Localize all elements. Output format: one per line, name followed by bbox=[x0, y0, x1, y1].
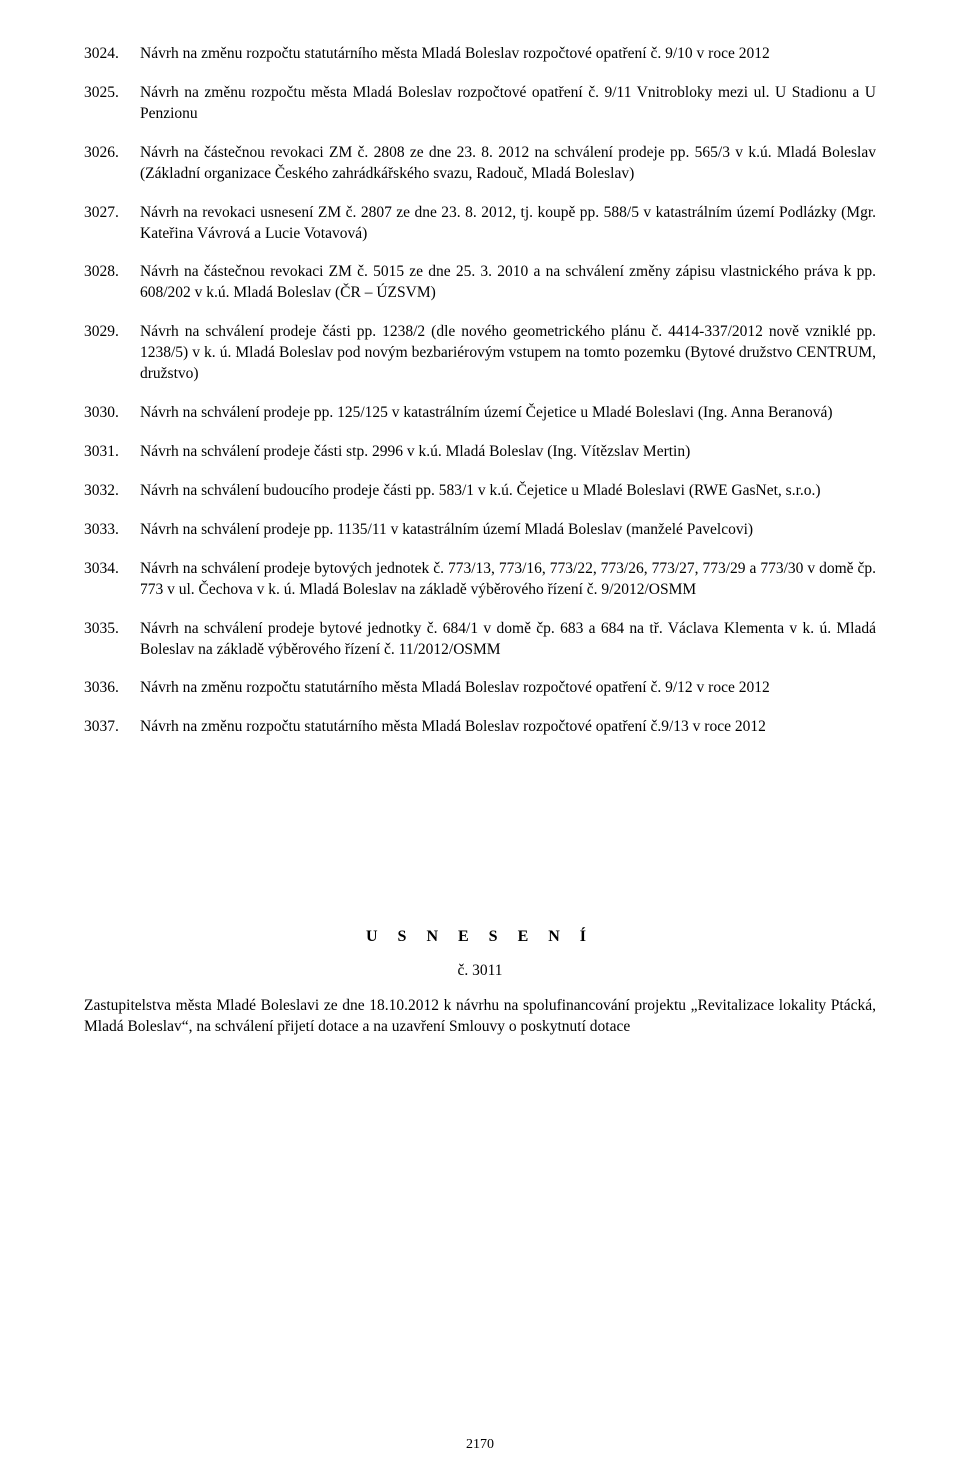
item-text: Návrh na schválení budoucího prodeje čás… bbox=[140, 481, 876, 502]
item-text: Návrh na změnu rozpočtu statutárního měs… bbox=[140, 717, 876, 738]
item-text: Návrh na schválení prodeje bytových jedn… bbox=[140, 559, 876, 601]
list-item: 3037. Návrh na změnu rozpočtu statutární… bbox=[84, 717, 876, 738]
resolution-number: č. 3011 bbox=[84, 962, 876, 980]
list-item: 3024. Návrh na změnu rozpočtu statutární… bbox=[84, 44, 876, 65]
item-text: Návrh na schválení prodeje části pp. 123… bbox=[140, 322, 876, 385]
item-number: 3033. bbox=[84, 520, 140, 541]
list-item: 3030. Návrh na schválení prodeje pp. 125… bbox=[84, 403, 876, 424]
item-text: Návrh na změnu rozpočtu statutárního měs… bbox=[140, 678, 876, 699]
item-text: Návrh na schválení prodeje pp. 1135/11 v… bbox=[140, 520, 876, 541]
item-number: 3034. bbox=[84, 559, 140, 580]
item-text: Návrh na částečnou revokaci ZM č. 5015 z… bbox=[140, 262, 876, 304]
list-item: 3031. Návrh na schválení prodeje části s… bbox=[84, 442, 876, 463]
list-item: 3034. Návrh na schválení prodeje bytovýc… bbox=[84, 559, 876, 601]
item-number: 3036. bbox=[84, 678, 140, 699]
resolution-heading: U S N E S E N Í bbox=[84, 928, 876, 946]
item-text: Návrh na schválení prodeje pp. 125/125 v… bbox=[140, 403, 876, 424]
document-page: 3024. Návrh na změnu rozpočtu statutární… bbox=[0, 0, 960, 1481]
list-item: 3028. Návrh na částečnou revokaci ZM č. … bbox=[84, 262, 876, 304]
list-item: 3036. Návrh na změnu rozpočtu statutární… bbox=[84, 678, 876, 699]
list-item: 3025. Návrh na změnu rozpočtu města Mlad… bbox=[84, 83, 876, 125]
item-number: 3028. bbox=[84, 262, 140, 283]
item-number: 3029. bbox=[84, 322, 140, 343]
list-item: 3032. Návrh na schválení budoucího prode… bbox=[84, 481, 876, 502]
item-text: Návrh na revokaci usnesení ZM č. 2807 ze… bbox=[140, 203, 876, 245]
list-item: 3027. Návrh na revokaci usnesení ZM č. 2… bbox=[84, 203, 876, 245]
list-item: 3035. Návrh na schválení prodeje bytové … bbox=[84, 619, 876, 661]
item-number: 3030. bbox=[84, 403, 140, 424]
item-text: Návrh na schválení prodeje části stp. 29… bbox=[140, 442, 876, 463]
resolution-body: Zastupitelstva města Mladé Boleslavi ze … bbox=[84, 996, 876, 1038]
item-number: 3027. bbox=[84, 203, 140, 224]
item-number: 3025. bbox=[84, 83, 140, 104]
page-number: 2170 bbox=[0, 1437, 960, 1453]
agenda-list: 3024. Návrh na změnu rozpočtu statutární… bbox=[84, 44, 876, 738]
list-item: 3033. Návrh na schválení prodeje pp. 113… bbox=[84, 520, 876, 541]
item-number: 3035. bbox=[84, 619, 140, 640]
list-item: 3026. Návrh na částečnou revokaci ZM č. … bbox=[84, 143, 876, 185]
item-number: 3024. bbox=[84, 44, 140, 65]
item-number: 3026. bbox=[84, 143, 140, 164]
item-text: Návrh na částečnou revokaci ZM č. 2808 z… bbox=[140, 143, 876, 185]
item-number: 3037. bbox=[84, 717, 140, 738]
list-item: 3029. Návrh na schválení prodeje části p… bbox=[84, 322, 876, 385]
item-number: 3031. bbox=[84, 442, 140, 463]
item-text: Návrh na schválení prodeje bytové jednot… bbox=[140, 619, 876, 661]
item-text: Návrh na změnu rozpočtu statutárního měs… bbox=[140, 44, 876, 65]
item-text: Návrh na změnu rozpočtu města Mladá Bole… bbox=[140, 83, 876, 125]
item-number: 3032. bbox=[84, 481, 140, 502]
